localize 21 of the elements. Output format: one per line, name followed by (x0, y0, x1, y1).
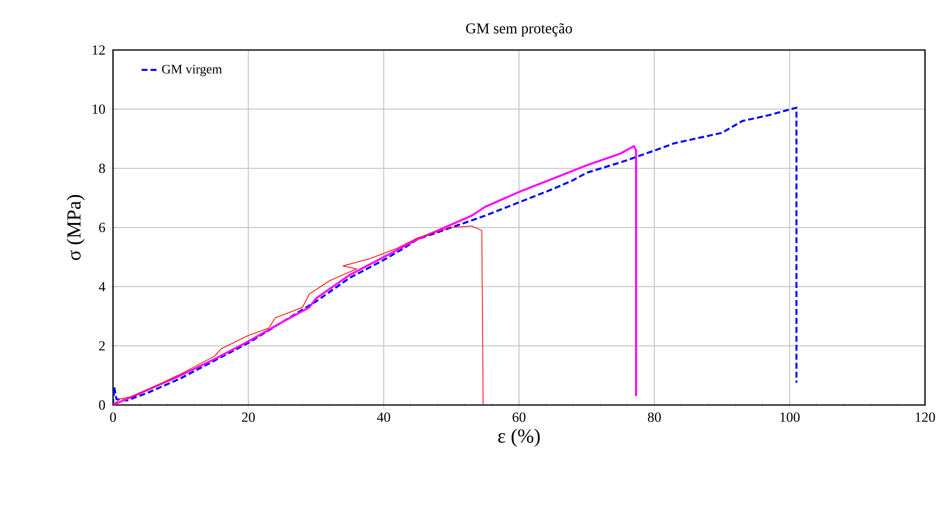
x-tick-label: 40 (376, 412, 390, 422)
y-tick-label: 12 (92, 45, 105, 55)
x-tick-label: 80 (648, 412, 661, 422)
y-tick-label: 0 (99, 400, 105, 410)
x-axis-title: ε (%) (498, 428, 540, 447)
y-tick-label: 8 (99, 164, 105, 174)
y-axis-title: σ (MPa) (66, 195, 85, 260)
x-tick-label: 120 (916, 412, 935, 422)
line-series (113, 226, 484, 405)
x-tick-label: 0 (110, 412, 116, 422)
chart-title: GM sem proteção (466, 23, 572, 37)
y-tick-label: 4 (98, 282, 106, 292)
y-tick-label: 6 (99, 222, 106, 232)
y-tick-label: 10 (92, 104, 105, 114)
line-series (113, 145, 638, 405)
line-series (113, 106, 798, 405)
x-tick-label: 20 (242, 412, 255, 422)
y-tick-label: 2 (99, 341, 105, 350)
legend-label: GM virgem (162, 64, 222, 76)
x-tick-label: 100 (780, 412, 800, 422)
x-tick-label: 60 (512, 412, 526, 422)
